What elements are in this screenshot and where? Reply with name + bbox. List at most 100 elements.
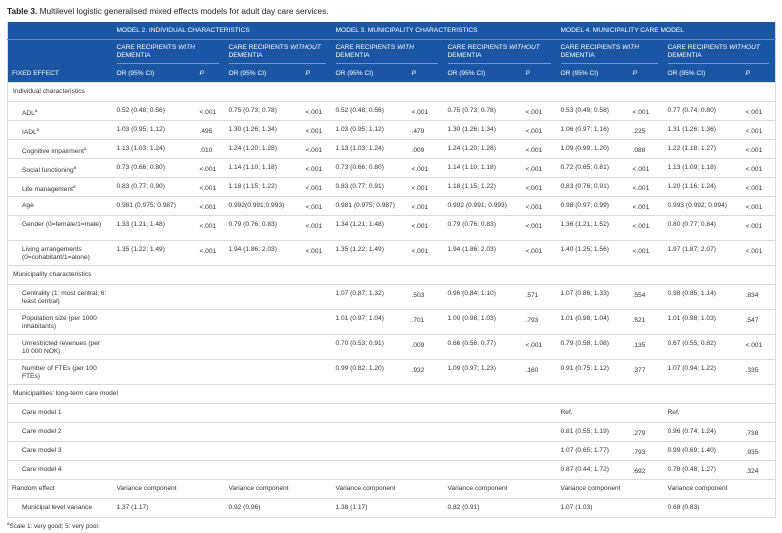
table-row: Care model 4 0.87 (0.44; 1.72) .692 0.78 (0… bbox=[7, 460, 776, 480]
or-ci-cell: 0.91 (0.75; 1.12) bbox=[556, 359, 629, 385]
p-value-cell: .932 bbox=[407, 359, 444, 385]
p-value-cell bbox=[195, 359, 225, 385]
p-value-cell: <.001 bbox=[521, 139, 557, 159]
or-ci-cell: 0.83 (0.77; 0.91) bbox=[331, 177, 408, 197]
group-header-post: DEMENTIA bbox=[335, 52, 370, 59]
or-ci-cell: 0.98 (0.85; 1.14) bbox=[663, 284, 742, 310]
row-label: Life managementa bbox=[7, 177, 113, 197]
p-value-cell bbox=[195, 422, 225, 442]
or-ci-cell bbox=[443, 403, 522, 423]
or-ci-cell bbox=[224, 403, 302, 423]
or-ci-cell: 1.36 (1.21; 1.52) bbox=[556, 215, 629, 241]
or-ci-cell: 1.03 (0.95; 1.12) bbox=[331, 120, 408, 140]
row-label: ADLa bbox=[7, 101, 113, 121]
row-label-text: Number of FTEs (per 100 FTEs) bbox=[22, 365, 97, 380]
table-row: Municipalities’ long-term care model bbox=[7, 384, 776, 404]
p-value-cell: <.001 bbox=[628, 158, 664, 178]
p-value-cell: <.001 bbox=[741, 139, 776, 159]
or-ci-cell: Ref. bbox=[556, 403, 629, 423]
or-ci-cell: 0.67 (0.55; 0.82) bbox=[663, 334, 742, 360]
p-value-cell bbox=[301, 359, 332, 385]
p-value-cell: <.001 bbox=[628, 240, 664, 266]
or-ci-cell: 0.77 (0.74; 0.80) bbox=[663, 101, 742, 121]
p-value-cell: <.001 bbox=[628, 101, 664, 121]
variance-cell: 0.82 (0.91) bbox=[443, 498, 557, 518]
group-header: CARE RECIPIENTS WITHOUT DEMENTIA bbox=[443, 39, 557, 64]
or-ci-header: OR (95% CI) bbox=[331, 64, 408, 83]
or-ci-header: OR (95% CI) bbox=[663, 64, 742, 83]
or-ci-cell: 0.79 (0.76; 0.83) bbox=[224, 215, 302, 241]
or-ci-cell: 0.81 (0.55; 1.19) bbox=[556, 422, 629, 442]
or-ci-cell: 1.30 (1.26; 1.34) bbox=[443, 120, 522, 140]
p-value-cell bbox=[407, 441, 444, 461]
model-4-header: MODEL 4. MUNICIPALITY CARE MODEL bbox=[556, 22, 776, 40]
p-value-cell: .521 bbox=[628, 309, 664, 335]
or-ci-cell: 1.35 (1.22; 1.49) bbox=[112, 240, 196, 266]
p-value-header: P bbox=[741, 64, 776, 83]
footnote-text: Scale 1: very good; 5: very poor. bbox=[9, 523, 100, 531]
or-ci-header: OR (95% CI) bbox=[224, 64, 302, 83]
table-row: Centrality (1: most central; 6: least ce… bbox=[7, 284, 776, 310]
or-ci-cell: 1.01 (0.98; 1.04) bbox=[556, 309, 629, 335]
p-value-cell: <.001 bbox=[301, 240, 332, 266]
row-label-text: Unrestricted revenues (per 10 000 NOK) bbox=[22, 340, 101, 355]
p-value-cell: <.001 bbox=[407, 196, 444, 216]
table-body: Individual characteristics ADLa 0.52 (0.48… bbox=[7, 82, 776, 518]
section-heading: Municipalities’ long-term care model bbox=[7, 384, 776, 404]
p-value-cell: .135 bbox=[628, 334, 664, 360]
group-header-pre: CARE RECIPIENTS bbox=[667, 44, 730, 51]
or-ci-cell: 1.94 (1.86; 2.03) bbox=[224, 240, 302, 266]
or-ci-cell: 1.14 (1.10; 1.18) bbox=[443, 158, 522, 178]
row-label: Centrality (1: most central; 6: least ce… bbox=[7, 284, 113, 310]
p-value-cell bbox=[301, 460, 332, 480]
or-ci-cell bbox=[112, 422, 196, 442]
or-ci-cell: 1.07 (0.86; 1.33) bbox=[556, 284, 629, 310]
or-ci-cell: 0.981 (0.975; 0.987) bbox=[112, 196, 196, 216]
p-value-cell bbox=[195, 309, 225, 335]
variance-cell: 0.92 (0.96) bbox=[224, 498, 332, 518]
group-header-emphasis: WITHOUT bbox=[290, 44, 321, 51]
or-ci-cell bbox=[112, 284, 196, 310]
p-value-cell: <.001 bbox=[301, 196, 332, 216]
p-value-cell bbox=[301, 403, 332, 423]
row-label-text: Cognitive impairment bbox=[22, 148, 84, 156]
group-header-pre: CARE RECIPIENTS bbox=[116, 44, 179, 51]
or-ci-cell bbox=[224, 284, 302, 310]
or-ci-cell: 1.07 (0.65; 1.77) bbox=[556, 441, 629, 461]
table-row: Municipal level variance 1.37 (1.17) 0.92 … bbox=[7, 498, 776, 518]
or-ci-cell bbox=[331, 422, 408, 442]
or-ci-cell: 1.97 (1.87; 2.07) bbox=[663, 240, 742, 266]
or-ci-cell: 1.31 (1.26; 1.36) bbox=[663, 120, 742, 140]
or-ci-cell bbox=[443, 422, 522, 442]
row-label-text: Care model 4 bbox=[22, 466, 62, 473]
p-value-cell: <.001 bbox=[628, 196, 664, 216]
variance-cell: 1.37 (1.17) bbox=[112, 498, 225, 518]
p-value-cell: <.001 bbox=[741, 334, 776, 360]
group-header-post: DEMENTIA bbox=[116, 52, 151, 59]
or-ci-cell bbox=[331, 441, 408, 461]
p-value-cell bbox=[521, 441, 557, 461]
row-label: Care model 2 bbox=[7, 422, 113, 442]
p-value-cell: <.001 bbox=[407, 158, 444, 178]
p-value-cell: <.001 bbox=[195, 101, 225, 121]
p-value-cell: <.001 bbox=[741, 177, 776, 197]
or-ci-cell: 0.72 (0.65; 0.81) bbox=[556, 158, 629, 178]
or-ci-cell bbox=[443, 441, 522, 461]
p-value-header: P bbox=[301, 64, 332, 83]
or-ci-cell: 0.87 (0.44; 1.72) bbox=[556, 460, 629, 480]
p-value-header: P bbox=[195, 64, 225, 83]
row-label: Social functioninga bbox=[7, 158, 113, 178]
p-value-cell: <.001 bbox=[407, 215, 444, 241]
table-row: Municipality characteristics bbox=[7, 265, 776, 285]
group-header-emphasis: WITHOUT bbox=[729, 44, 760, 51]
p-value-cell: <.001 bbox=[521, 177, 557, 197]
group-header: CARE RECIPIENTS WITHOUT DEMENTIA bbox=[663, 39, 776, 64]
or-ci-cell: 0.79 (0.58; 1.08) bbox=[556, 334, 629, 360]
or-ci-cell: 1.24 (1.20; 1.28) bbox=[224, 139, 302, 159]
p-value-cell bbox=[741, 403, 776, 423]
or-ci-cell bbox=[224, 422, 302, 442]
p-value-cell: .495 bbox=[195, 120, 225, 140]
row-label-text: Care model 1 bbox=[22, 409, 62, 416]
or-ci-header: OR (95% CI) bbox=[443, 64, 522, 83]
or-ci-cell bbox=[112, 359, 196, 385]
